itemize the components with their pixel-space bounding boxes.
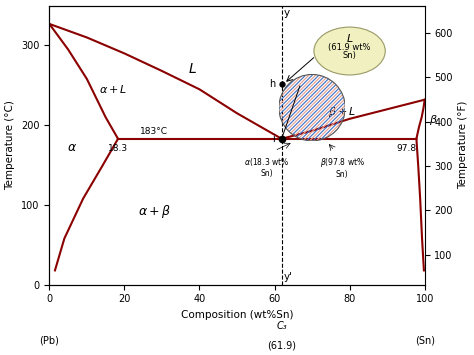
Text: $\beta$: $\beta$ [429, 113, 438, 127]
Y-axis label: Temperature (°C): Temperature (°C) [6, 100, 16, 190]
Text: 183°C: 183°C [140, 127, 168, 136]
Text: $L$: $L$ [188, 62, 196, 76]
Y-axis label: Temperature (°F): Temperature (°F) [458, 101, 468, 189]
Text: (Pb): (Pb) [39, 335, 59, 345]
Text: $\beta + L$: $\beta + L$ [328, 105, 356, 119]
Text: (Sn): (Sn) [415, 335, 435, 345]
Text: h: h [269, 79, 275, 89]
Text: $\beta$(97.8 wt%
Sn): $\beta$(97.8 wt% Sn) [319, 155, 365, 179]
Text: i: i [273, 134, 275, 144]
X-axis label: Composition (wt%Sn): Composition (wt%Sn) [181, 310, 293, 320]
Text: Sn): Sn) [343, 51, 356, 60]
Text: $\alpha + L$: $\alpha + L$ [99, 83, 128, 95]
Text: y': y' [284, 272, 293, 282]
Text: 97.8: 97.8 [396, 144, 417, 153]
Text: $\alpha$: $\alpha$ [67, 141, 77, 154]
Ellipse shape [314, 27, 385, 75]
Text: (61.9 wt%: (61.9 wt% [328, 43, 371, 52]
Text: 18.3: 18.3 [108, 144, 128, 153]
Text: $L$: $L$ [346, 32, 353, 44]
Text: (61.9): (61.9) [267, 340, 296, 351]
Text: $\alpha$(18.3 wt%
Sn): $\alpha$(18.3 wt% Sn) [244, 155, 290, 178]
Text: C₃: C₃ [276, 321, 287, 331]
Text: $\alpha + \beta$: $\alpha + \beta$ [138, 203, 171, 220]
Text: y: y [284, 8, 290, 18]
